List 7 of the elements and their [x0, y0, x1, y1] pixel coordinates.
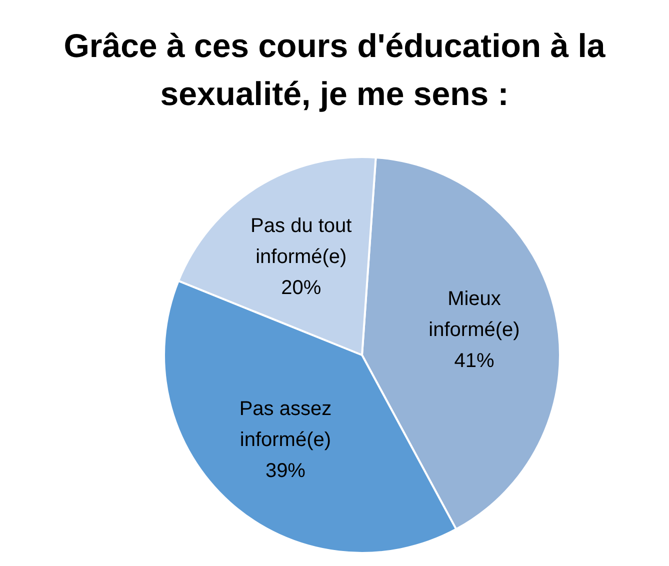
data-label: 41%: [454, 350, 494, 372]
slice-label: Pas assez informé(e): [239, 398, 332, 452]
slice-label: Mieux informé(e): [428, 288, 520, 342]
chart-title: Grâce à ces cours d'éducation à la sexualité, je me sens :: [62, 26, 606, 114]
data-label: 20%: [281, 277, 322, 300]
slice-label: Pas du tout informé(e): [250, 215, 352, 268]
data-label: 39%: [265, 460, 306, 482]
